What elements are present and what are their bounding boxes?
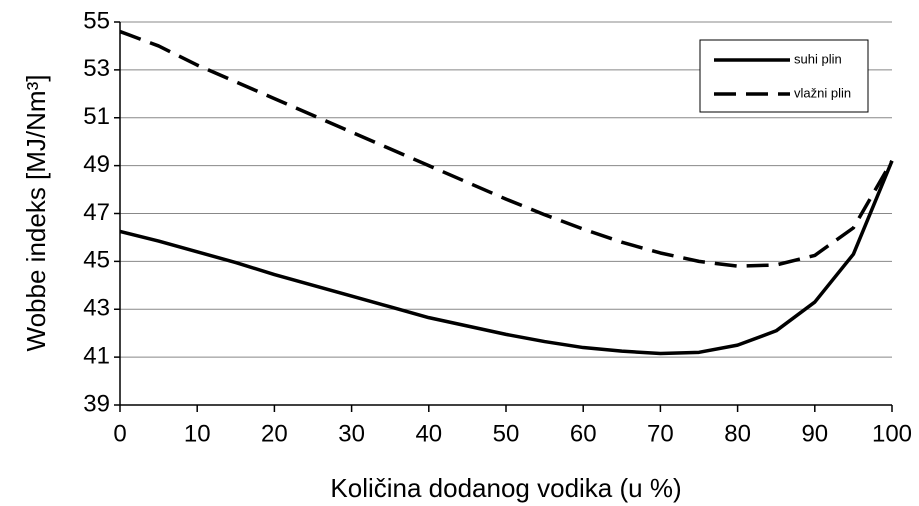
x-tick-label: 80 — [724, 420, 751, 447]
x-axis-title: Količina dodanog vodika (u %) — [330, 473, 681, 503]
y-tick-label: 55 — [83, 7, 110, 34]
y-tick-label: 41 — [83, 342, 110, 369]
y-axis-title: Wobbe indeks [MJ/Nm³] — [21, 75, 51, 352]
legend-label: vlažni plin — [794, 85, 851, 100]
x-tick-label: 30 — [338, 420, 365, 447]
y-tick-label: 45 — [83, 247, 110, 274]
x-tick-label: 40 — [415, 420, 442, 447]
legend-box — [699, 39, 869, 113]
x-tick-label: 60 — [570, 420, 597, 447]
x-tick-label: 0 — [113, 420, 126, 447]
y-tick-label: 43 — [83, 295, 110, 322]
x-tick-label: 100 — [872, 420, 912, 447]
x-tick-label: 70 — [647, 420, 674, 447]
y-tick-label: 39 — [83, 390, 110, 417]
x-tick-label: 20 — [261, 420, 288, 447]
y-tick-label: 47 — [83, 199, 110, 226]
legend-label: suhi plin — [794, 51, 842, 66]
y-tick-label: 51 — [83, 103, 110, 130]
x-tick-label: 90 — [801, 420, 828, 447]
y-tick-label: 49 — [83, 151, 110, 178]
x-tick-label: 10 — [184, 420, 211, 447]
line-series — [119, 160, 894, 356]
y-tick-label: 53 — [83, 55, 110, 82]
line-series — [119, 29, 894, 268]
x-tick-label: 50 — [493, 420, 520, 447]
